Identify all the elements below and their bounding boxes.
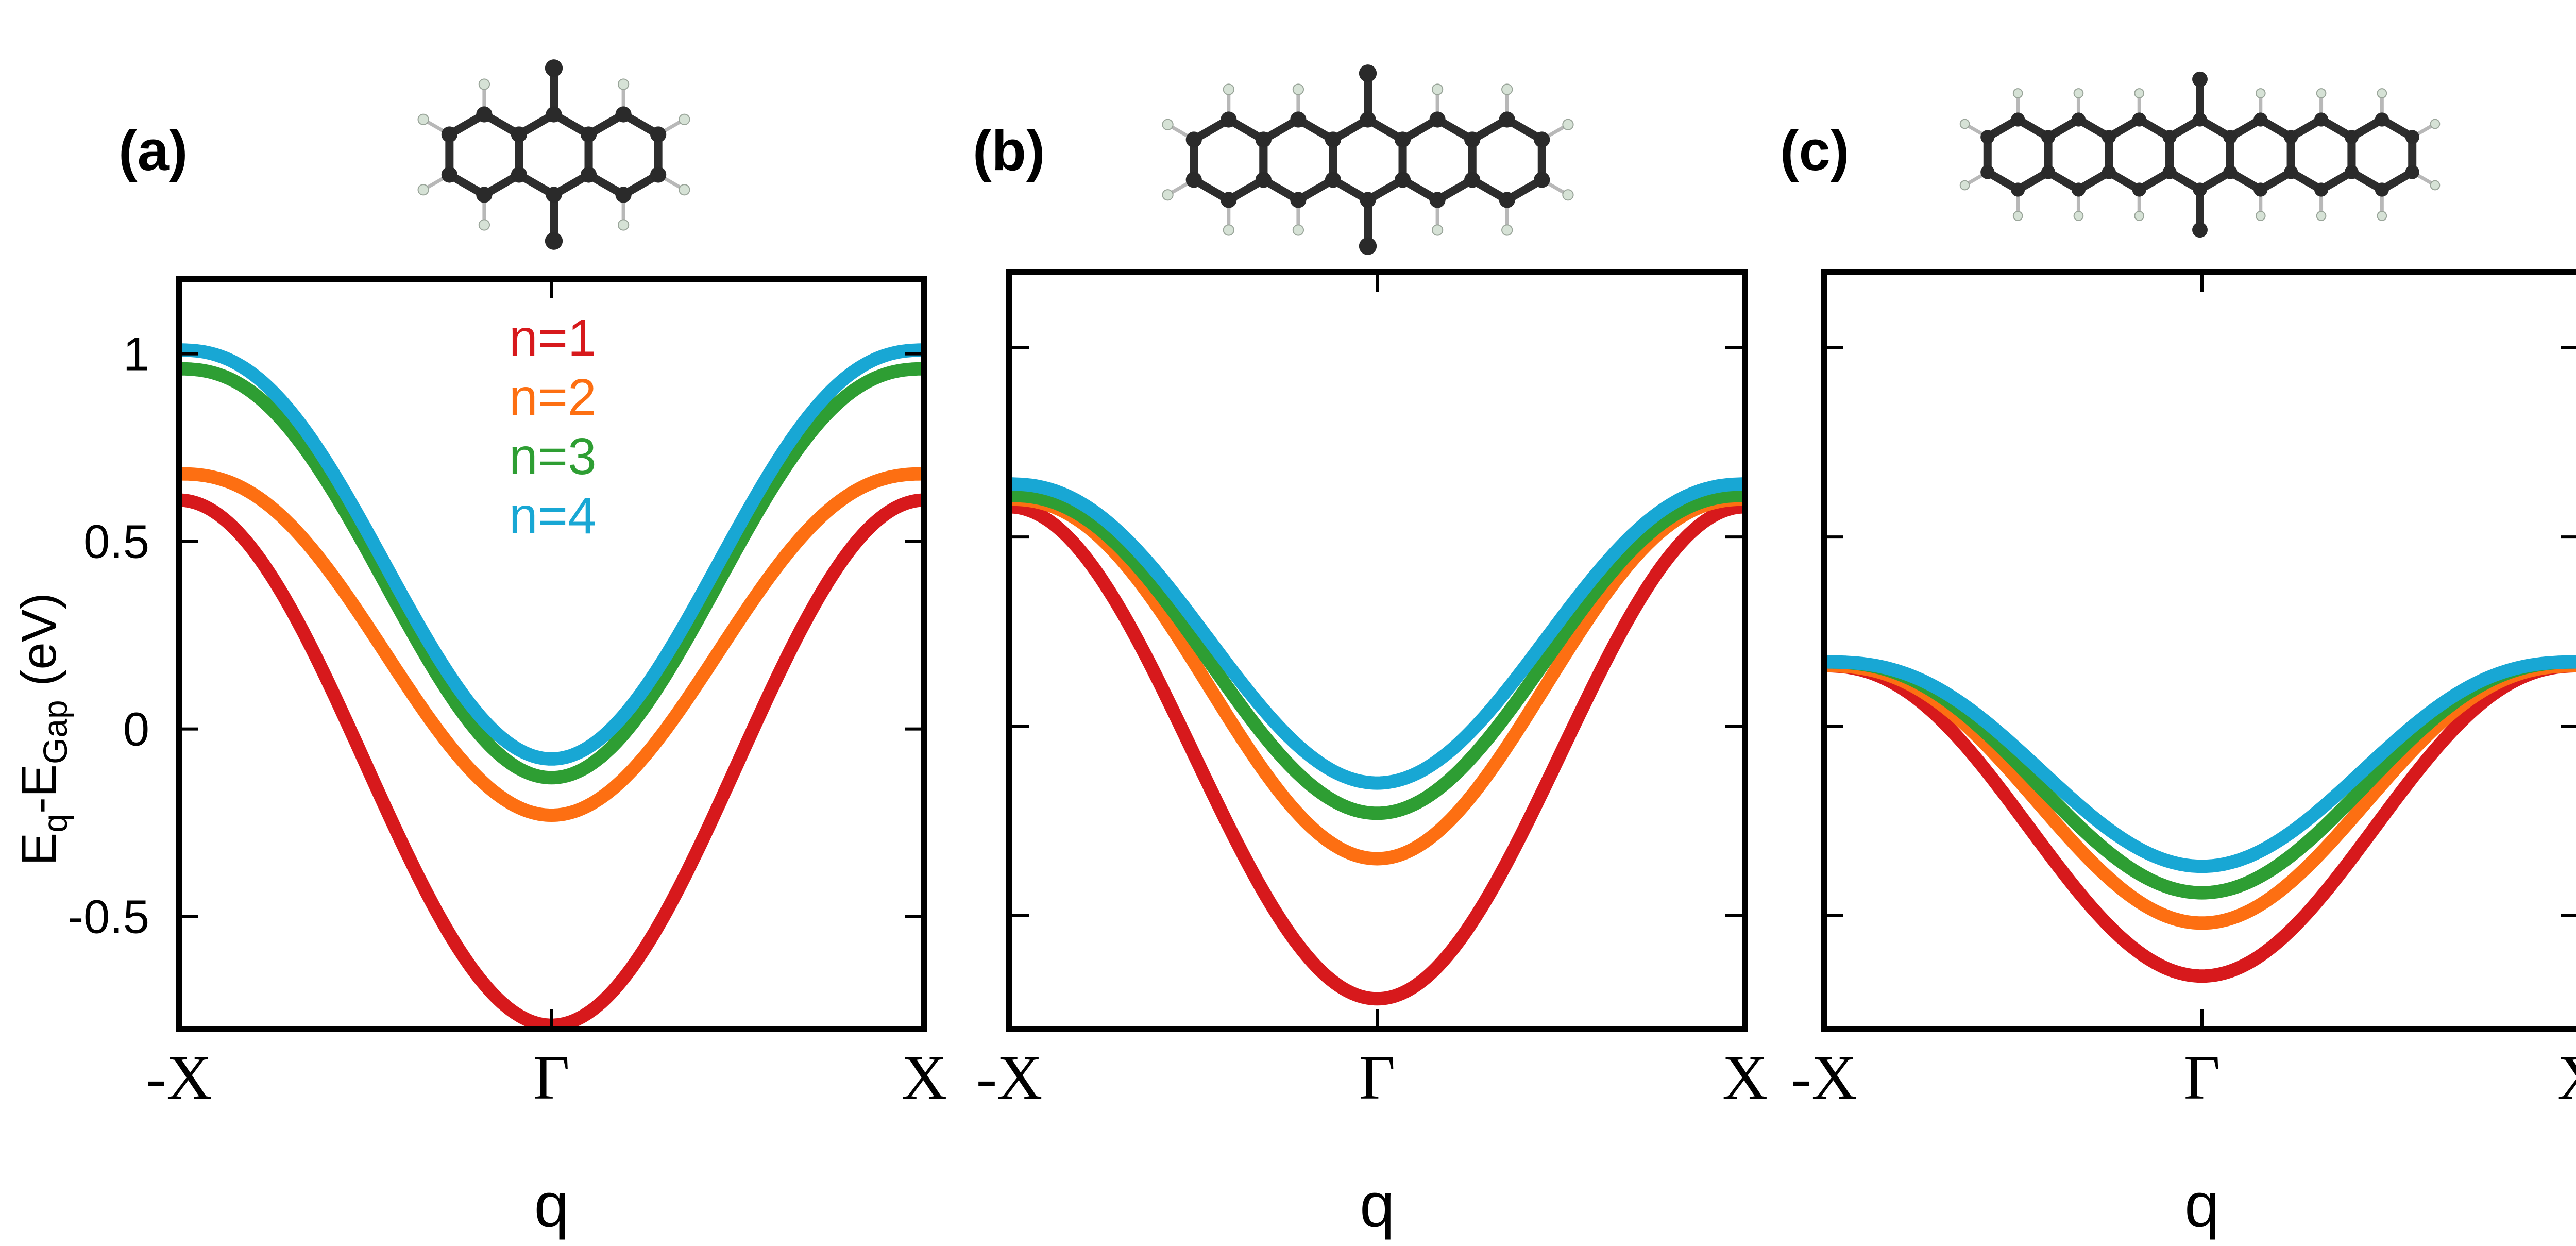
series-line-n1: [1824, 659, 2576, 983]
x-tick-label: -X: [146, 1043, 212, 1113]
series-line-n4: [179, 343, 924, 766]
series-line-n3: [1009, 489, 1745, 820]
y-axis-title-sub-gap: Gap: [36, 700, 74, 764]
x-axis-title: q: [1360, 1170, 1395, 1240]
y-axis-title: Eq-EGap (eV): [11, 593, 74, 866]
y-axis-title-sub-q: q: [36, 814, 74, 833]
x-tick-label: -X: [1791, 1043, 1857, 1113]
tetracene-dimer-icon: [1162, 64, 1574, 255]
x-axis-title: q: [2184, 1170, 2219, 1240]
x-tick-label: X: [902, 1043, 947, 1113]
legend: n=1 n=2 n=3 n=4: [509, 309, 597, 545]
x-tick-label: X: [2557, 1043, 2576, 1113]
series-line-n2: [1824, 659, 2576, 930]
y-axis-title-unit: (eV): [11, 593, 66, 700]
series-line-n3: [179, 362, 924, 785]
x-tick-label: X: [1722, 1043, 1768, 1113]
x-tick-label: Γ: [2184, 1043, 2221, 1113]
curves: [1824, 655, 2576, 983]
y-tick-label: 0.5: [83, 516, 149, 568]
series-line-n1: [1009, 500, 1745, 1006]
legend-n3: n=3: [509, 428, 597, 485]
plot-frame: [1821, 269, 2576, 1032]
y-tick-label: 1: [123, 328, 149, 381]
x-axis-title: q: [534, 1170, 569, 1240]
series-line-n2: [179, 467, 924, 822]
panel-label-a: (a): [118, 119, 188, 182]
legend-n4: n=4: [509, 487, 597, 545]
panel-c: -X Γ Xq: [1791, 269, 2576, 1240]
plot-frame: [1006, 269, 1748, 1032]
x-tick-label: -X: [976, 1043, 1043, 1113]
curves: [1009, 477, 1745, 1006]
y-tick-label: 0: [123, 703, 149, 756]
anthracene-dimer-icon: [417, 59, 690, 250]
y-axis-title-sep: -E: [11, 764, 66, 814]
x-tick-label: Γ: [1359, 1043, 1396, 1113]
plot-frame: [176, 276, 927, 1032]
panel-b: -X Γ Xq: [976, 269, 1768, 1240]
panel-label-c: (c): [1780, 119, 1849, 182]
legend-n1: n=1: [509, 309, 597, 367]
series-line-n2: [1009, 492, 1745, 866]
series-line-n4: [1824, 655, 2576, 873]
panel-label-b: (b): [973, 119, 1045, 182]
hexacene-dimer-icon: [1959, 71, 2441, 238]
legend-n2: n=2: [509, 368, 597, 426]
y-axis-title-main: E: [11, 833, 66, 866]
x-tick-label: Γ: [533, 1043, 570, 1113]
series-line-n4: [1009, 477, 1745, 790]
y-tick-label: -0.5: [67, 891, 149, 944]
panel-a: -X Γ Xq: [146, 276, 947, 1240]
